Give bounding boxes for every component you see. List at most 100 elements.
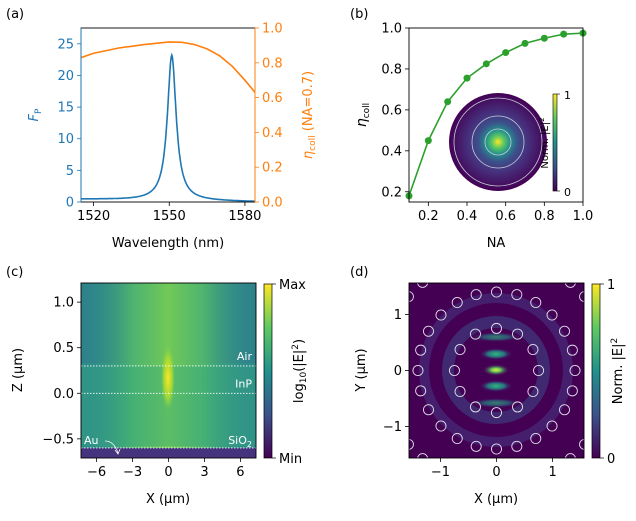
y-d-tick-label: 0 (394, 364, 402, 379)
y2-a-tick-label: 0.4 (262, 126, 283, 141)
air-hole (511, 252, 521, 262)
x-c-tick-label: −3 (123, 465, 142, 480)
y2-axis-label-a: ηcoll (NA=0.7) (301, 71, 318, 159)
au-arrow (104, 440, 119, 454)
y-a-tick-label: 20 (57, 69, 74, 84)
y-d-tick-label: 1 (394, 308, 402, 323)
inset-field-map: 1 0 Norm. |E|2 (449, 89, 571, 199)
y2-a-tick-label: 0.8 (262, 56, 283, 71)
colorbar-c-max: Max (279, 278, 306, 293)
air-hole (376, 365, 386, 375)
inset-na-circle (453, 97, 543, 187)
y-b-tick-label: 0.2 (381, 185, 402, 200)
y-d-tick-label: −1 (383, 420, 402, 435)
x-d-tick-label: 1 (548, 465, 556, 480)
data-point (560, 30, 568, 38)
y-a-tick-label: 10 (57, 132, 74, 147)
x-a-tick-label: 1580 (228, 209, 261, 224)
air-hole (417, 283, 429, 288)
y2-a-tick-label: 1.0 (262, 22, 283, 37)
panel-label-c: (c) (6, 265, 23, 280)
air-hole (383, 326, 393, 336)
air-hole (546, 420, 558, 432)
air-hole (412, 365, 424, 376)
air-hole (527, 386, 539, 398)
plot-frame-b (408, 27, 584, 203)
air-hole (491, 443, 502, 455)
heatmap-d (376, 252, 610, 490)
x-b-tick-label: 0.2 (418, 209, 439, 224)
inset-colorbar-label: Norm. |E|2 (538, 117, 551, 168)
data-point (444, 98, 452, 106)
air-hole (579, 291, 584, 303)
y-axis-label-a: FP (27, 108, 44, 121)
x-d-tick-label: 0 (492, 465, 500, 480)
colorbar-d (591, 283, 601, 459)
inset-na-circle (471, 115, 525, 169)
eta-line (81, 41, 255, 93)
panel-label-d: (d) (350, 265, 368, 280)
air-hole (564, 283, 576, 288)
air-hole (600, 326, 610, 336)
air-hole (512, 401, 524, 413)
panel-d: (d) −1 0 1 −1 0 1 1 0 Norm. |E|2 X (µm) Y (µm… (350, 252, 626, 507)
au-annotation: Au (84, 434, 99, 447)
air-hole (415, 344, 427, 356)
air-hole (511, 289, 523, 301)
y-c-tick-label: 0.5 (53, 341, 74, 356)
air-hole (559, 404, 571, 416)
y2-a-tick-label: 0.6 (262, 91, 283, 106)
air-hole (491, 480, 501, 490)
air-hole (579, 438, 584, 450)
inset-na-circle (484, 128, 512, 156)
heatmap-c (81, 283, 256, 458)
y2-a-tick-label: 0.0 (262, 196, 283, 211)
air-hole (527, 343, 539, 355)
x-axis-label-c: X (µm) (146, 492, 190, 507)
y-b-tick-label: 1.0 (381, 22, 402, 37)
y-c-tick-label: 1.0 (53, 296, 74, 311)
air-hole (470, 289, 482, 301)
air-hole (415, 385, 427, 397)
air-hole (409, 438, 414, 450)
y-axis-label-c: Z (µm) (11, 348, 26, 392)
y-b-tick-label: 0.6 (381, 103, 402, 118)
data-point (540, 34, 548, 42)
x-d-tick-label: −1 (431, 465, 450, 480)
air-hole (566, 385, 578, 397)
panel-a: (a) 1520 1550 158005101520250.00.20.40.60.… (6, 7, 318, 251)
y-b-tick-label: 0.8 (381, 62, 402, 77)
inset-heatmap (449, 93, 547, 191)
y-a-tick-label: 5 (66, 164, 74, 179)
x-c-tick-label: −6 (87, 465, 106, 480)
x-c-tick-label: 3 (200, 465, 208, 480)
panel-label-b: (b) (350, 7, 368, 22)
air-hole (569, 365, 581, 376)
y2-a-tick-label: 0.2 (262, 161, 283, 176)
layer-label: InP (235, 377, 252, 390)
x-b-tick-label: 0.8 (534, 209, 555, 224)
y-axis-label-d: Y (µm) (354, 348, 369, 392)
air-hole (511, 479, 521, 489)
x-c-tick-label: 0 (164, 465, 172, 480)
air-hole (378, 345, 388, 355)
eta-vs-na-line (408, 32, 584, 197)
y-c-tick-label: 0.0 (53, 387, 74, 402)
y-a-tick-label: 15 (57, 101, 74, 116)
air-hole (546, 309, 558, 321)
air-hole (600, 405, 610, 415)
air-hole (435, 309, 447, 321)
x-axis-label-d: X (µm) (474, 492, 518, 507)
colorbar-d-max: 1 (607, 278, 615, 293)
data-point (521, 39, 529, 47)
y-a-tick-label: 25 (57, 37, 74, 52)
air-hole (491, 286, 502, 298)
x-c-tick-label: 6 (236, 465, 244, 480)
colorbar-c (263, 283, 273, 459)
x-axis-label-a: Wavelength (nm) (112, 236, 224, 251)
data-point (482, 60, 490, 68)
colorbar-c-min: Min (279, 452, 302, 467)
colorbar-d-label: Norm. |E|2 (610, 338, 626, 404)
data-point (463, 74, 471, 82)
